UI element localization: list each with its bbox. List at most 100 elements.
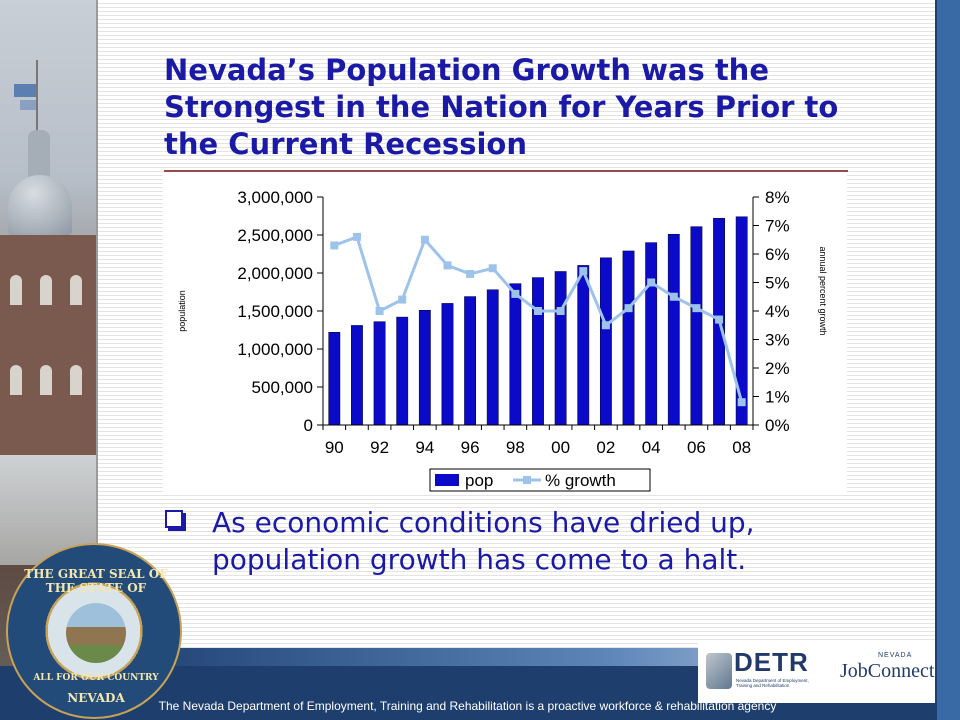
growth-point: [601, 321, 610, 330]
x-tick-label: 92: [370, 438, 389, 457]
growth-point: [488, 264, 497, 273]
chart-svg: 0 500,000 1,000,000 1,500,000 2,000,000 2,500…: [177, 188, 828, 492]
growth-point: [443, 261, 452, 270]
x-tick-label: 90: [325, 438, 344, 457]
logos-panel: DETR Nevada Department of Employment, Tr…: [698, 643, 935, 703]
bar-pop: [577, 265, 590, 426]
y2-tick-label: 4%: [765, 302, 790, 321]
y2-tick-label: 8%: [765, 188, 790, 207]
y-tick-label: 2,500,000: [237, 226, 313, 245]
window: [40, 275, 52, 305]
window: [70, 365, 82, 395]
y2-tick-label: 3%: [765, 331, 790, 350]
bar-pop: [509, 283, 522, 426]
seal-motto: ALL FOR OUR COUNTRY: [33, 673, 159, 683]
detr-logo: DETR: [734, 647, 809, 677]
growth-point: [466, 269, 475, 278]
flag-icon: [14, 84, 36, 97]
bar-pop: [464, 296, 477, 426]
growth-point: [420, 235, 429, 244]
window: [40, 365, 52, 395]
x-tick-label: 00: [551, 438, 570, 457]
bar-pop: [554, 271, 567, 426]
capitol-dome: [8, 175, 72, 235]
bar-pop: [441, 303, 454, 426]
bar-pop: [373, 321, 386, 426]
capitol-building: [0, 235, 97, 455]
bar-pop: [599, 257, 612, 426]
window: [10, 275, 22, 305]
growth-point: [579, 267, 588, 276]
growth-point: [330, 241, 339, 250]
x-tick-label: 02: [596, 438, 615, 457]
y2-axis-title: annual percent growth: [818, 246, 828, 335]
x-tick-label: 04: [642, 438, 661, 457]
divider: [96, 0, 98, 665]
growth-point: [737, 398, 746, 407]
bar-pop: [486, 289, 499, 426]
bar-pop: [351, 325, 363, 426]
slide-title: Nevada’s Population Growth was the Stron…: [164, 53, 839, 161]
x-tick-label: 08: [732, 438, 751, 457]
growth-point: [534, 307, 542, 315]
window: [70, 275, 82, 305]
growth-point: [556, 307, 565, 315]
growth-point: [511, 289, 520, 298]
legend-label-pop: pop: [465, 471, 493, 490]
y-tick-label: 500,000: [252, 378, 313, 397]
bar-pop: [532, 277, 544, 426]
nevada-state-seal: THE GREAT SEAL OF THE STATE OF ALL FOR O…: [6, 543, 182, 719]
bar-pop: [396, 316, 409, 426]
detr-subtitle: Nevada Department of Employment, Trainin…: [736, 678, 809, 688]
bar-pop: [690, 226, 703, 426]
growth-point: [692, 304, 701, 313]
y-tick-label: 3,000,000: [237, 188, 313, 207]
footer-text: The Nevada Department of Employment, Tra…: [158, 699, 777, 713]
legend-label-growth: % growth: [545, 471, 616, 490]
checkbox-bullet-icon: [165, 510, 183, 528]
y-tick-label: 1,500,000: [237, 302, 313, 321]
y2-tick-label: 7%: [765, 217, 790, 236]
bar-pop: [667, 233, 680, 426]
bar-pop: [622, 250, 635, 426]
y2-tick-label: 1%: [765, 388, 790, 407]
x-tick-label: 96: [461, 438, 480, 457]
capitol-photo: [0, 0, 97, 720]
legend-marker-growth: [523, 476, 531, 484]
y-tick-label: 0: [304, 416, 313, 435]
bar-pop: [328, 332, 341, 426]
title-divider: [164, 170, 848, 172]
right-side-bar: [935, 0, 960, 720]
growth-point: [352, 232, 361, 241]
growth-point: [624, 304, 633, 313]
jobconnect-state: NEVADA: [878, 652, 913, 659]
growth-point: [398, 295, 407, 304]
nevada-state-icon: [706, 653, 732, 689]
flagpole: [36, 60, 38, 135]
y-axis-title: population: [177, 290, 187, 332]
window: [10, 365, 22, 395]
y-tick-label: 1,000,000: [237, 340, 313, 359]
growth-point: [647, 278, 656, 287]
seal-state-name: NEVADA: [67, 691, 125, 705]
cupola: [28, 130, 50, 180]
growth-point: [715, 315, 724, 324]
bullet-text: As economic conditions have dried up, po…: [212, 506, 755, 576]
bar-pop: [645, 242, 658, 426]
x-tick-label: 98: [506, 438, 525, 457]
y2-tick-label: 5%: [765, 274, 790, 293]
x-tick-label: 94: [415, 438, 434, 457]
population-chart: 0 500,000 1,000,000 1,500,000 2,000,000 2,500…: [163, 175, 847, 495]
seal-top-text: THE GREAT SEAL OF THE STATE OF: [24, 567, 168, 595]
bar-pop: [735, 216, 748, 426]
y-tick-label: 2,000,000: [237, 264, 313, 283]
growth-point: [375, 307, 384, 315]
y2-tick-label: 2%: [765, 359, 790, 378]
y2-tick-label: 6%: [765, 245, 790, 264]
seal-landscape-icon: [66, 603, 126, 663]
divider: [935, 0, 937, 720]
jobconnect-logo: JobConnect: [840, 660, 935, 682]
legend-swatch-pop: [435, 474, 459, 486]
y2-tick-label: 0%: [765, 416, 790, 435]
x-tick-label: 06: [687, 438, 706, 457]
